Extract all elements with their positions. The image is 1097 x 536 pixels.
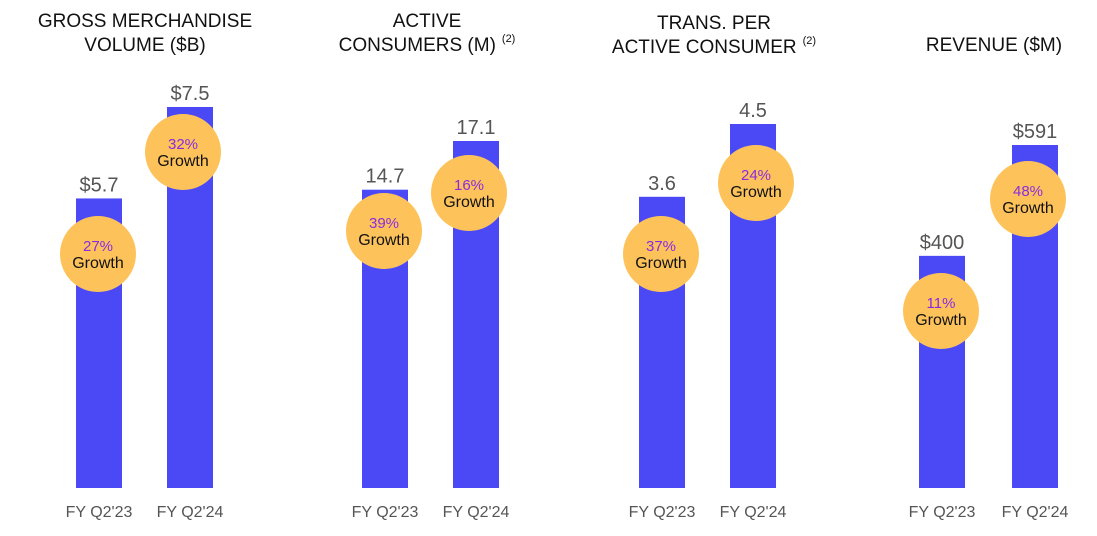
growth-bubble bbox=[903, 273, 979, 349]
category-label: FY Q2'23 bbox=[909, 504, 976, 521]
category-label: FY Q2'23 bbox=[629, 504, 696, 521]
bar-value-label: $7.5 bbox=[171, 83, 210, 105]
growth-bubble bbox=[990, 161, 1066, 237]
growth-bubble bbox=[145, 114, 221, 190]
growth-percent: 11% bbox=[927, 295, 956, 312]
growth-percent: 27% bbox=[83, 238, 113, 255]
growth-percent: 32% bbox=[168, 136, 198, 153]
chart-title-line-2: REVENUE ($M) bbox=[926, 35, 1062, 56]
growth-label: Growth bbox=[730, 184, 782, 201]
chart-title-line-2: ACTIVE CONSUMER (2) bbox=[612, 35, 816, 58]
category-label: FY Q2'24 bbox=[157, 504, 224, 521]
growth-bubble bbox=[718, 145, 794, 221]
bar-value-label: 3.6 bbox=[648, 173, 676, 195]
growth-bubble bbox=[60, 216, 136, 292]
bar-value-label: 14.7 bbox=[366, 166, 405, 188]
footnote-marker: (2) bbox=[803, 35, 816, 47]
category-label: FY Q2'24 bbox=[720, 504, 787, 521]
growth-percent: 39% bbox=[369, 215, 399, 232]
growth-label: Growth bbox=[157, 153, 209, 170]
growth-percent: 37% bbox=[646, 238, 676, 255]
category-label: FY Q2'23 bbox=[66, 504, 133, 521]
bar-value-label: 4.5 bbox=[739, 100, 767, 122]
footnote-marker: (2) bbox=[502, 33, 515, 45]
chart-title-line-2: VOLUME ($B) bbox=[84, 35, 205, 56]
growth-percent: 48% bbox=[1013, 183, 1043, 200]
growth-label: Growth bbox=[358, 232, 410, 249]
chart-title-line-2: CONSUMERS (M) (2) bbox=[339, 33, 516, 56]
chart-title-line-1: ACTIVE bbox=[393, 11, 462, 32]
growth-percent: 16% bbox=[454, 177, 484, 194]
chart-title-line-1: GROSS MERCHANDISE bbox=[38, 11, 252, 32]
growth-label: Growth bbox=[635, 255, 687, 272]
growth-percent: 24% bbox=[741, 167, 771, 184]
bar-value-label: $591 bbox=[1013, 121, 1058, 143]
growth-label: Growth bbox=[915, 312, 967, 329]
growth-bubble bbox=[346, 193, 422, 269]
growth-bubble bbox=[623, 216, 699, 292]
growth-label: Growth bbox=[1002, 200, 1054, 217]
bar-value-label: $400 bbox=[920, 232, 965, 254]
chart-title-line-1: TRANS. PER bbox=[657, 13, 771, 34]
growth-label: Growth bbox=[72, 255, 124, 272]
category-label: FY Q2'24 bbox=[1002, 504, 1069, 521]
category-label: FY Q2'23 bbox=[352, 504, 419, 521]
growth-bubble bbox=[431, 155, 507, 231]
growth-label: Growth bbox=[443, 194, 495, 211]
bar-value-label: $5.7 bbox=[80, 174, 119, 196]
category-label: FY Q2'24 bbox=[443, 504, 510, 521]
bar-value-label: 17.1 bbox=[457, 117, 496, 139]
